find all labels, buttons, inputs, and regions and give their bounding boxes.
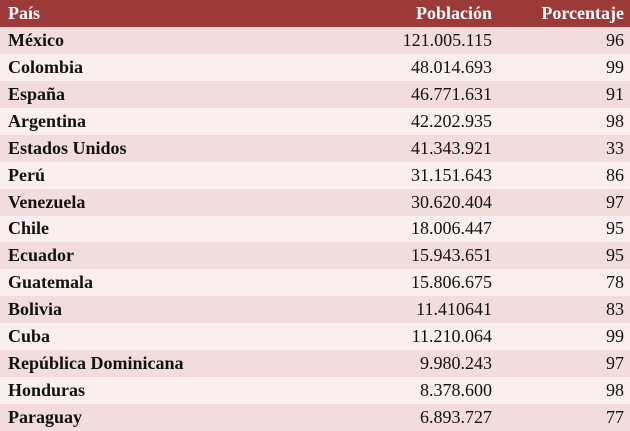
table-row: República Dominicana 9.980.243 97 [0, 350, 630, 378]
table-cell: España [8, 83, 66, 104]
table-row: Chile 18.006.447 95 [0, 215, 630, 243]
table-cell: 96 [606, 29, 624, 50]
table-cell: Ecuador [8, 245, 75, 266]
table-cell: 99 [606, 56, 624, 77]
table-cell: Paraguay [8, 407, 82, 428]
table-cell: Cuba [8, 326, 51, 347]
table-cell: 121.005.115 [402, 29, 492, 50]
table-cell: 11.210.064 [411, 326, 492, 347]
table-cell: Perú [8, 164, 45, 185]
table-cell: Chile [8, 218, 50, 239]
table-cell: Venezuela [8, 191, 86, 212]
header-cell: Porcentaje [541, 3, 624, 23]
table-cell: 98 [606, 110, 624, 131]
table-row: Paraguay 6.893.727 77 [0, 404, 630, 431]
table-row: Ecuador 15.943.651 95 [0, 242, 630, 270]
table-cell: 48.014.693 [411, 56, 492, 77]
table-row: España 46.771.631 91 [0, 80, 630, 108]
table-row: Guatemala 15.806.675 78 [0, 269, 630, 297]
table-cell: México [8, 29, 64, 50]
table-cell: 33 [606, 137, 624, 158]
table-cell: 95 [606, 245, 624, 266]
table-cell: 15.806.675 [411, 272, 492, 293]
table-cell: 18.006.447 [411, 218, 492, 239]
header-row: País Población Porcentaje [0, 0, 630, 27]
table-cell: República Dominicana [8, 353, 184, 374]
table-cell: 9.980.243 [420, 353, 492, 374]
table-cell: Colombia [8, 56, 84, 77]
table-cell: 99 [606, 326, 624, 347]
table-cell: 77 [606, 407, 624, 428]
table-row: Perú 31.151.643 86 [0, 161, 630, 189]
table-row: Estados Unidos 41.343.921 33 [0, 134, 630, 162]
table-cell: Honduras [8, 380, 86, 401]
table-cell: 95 [606, 218, 624, 239]
header-cell: Población [415, 3, 492, 23]
table-cell: 91 [606, 83, 624, 104]
table-row: Honduras 8.378.600 98 [0, 377, 630, 405]
table-cell: 15.943.651 [411, 245, 492, 266]
table-row: México 121.005.115 96 [0, 27, 630, 54]
table-row: Cuba 11.210.064 99 [0, 323, 630, 351]
table-cell: 97 [606, 353, 624, 374]
table-cell: 8.378.600 [420, 380, 492, 401]
table-cell: 83 [606, 299, 624, 320]
table-cell: 86 [606, 164, 624, 185]
table-cell: Argentina [8, 110, 86, 131]
table-cell: Estados Unidos [8, 137, 127, 158]
table-cell: 30.620.404 [411, 191, 492, 212]
table-row: Bolivia 11.410641 83 [0, 296, 630, 324]
table-cell: 6.893.727 [420, 407, 492, 428]
table-cell: 31.151.643 [411, 164, 492, 185]
table-row: Argentina 42.202.935 98 [0, 107, 630, 135]
table-cell: 41.343.921 [411, 137, 492, 158]
table-cell: 42.202.935 [411, 110, 492, 131]
table-cell: Guatemala [8, 272, 93, 293]
table-row: Colombia 48.014.693 99 [0, 53, 630, 81]
table-cell: 78 [606, 272, 624, 293]
table-cell: Bolivia [8, 299, 63, 320]
table-cell: 97 [606, 191, 624, 212]
table-cell: 11.410641 [416, 299, 492, 320]
header-cell: País [8, 3, 41, 23]
table-cell: 98 [606, 380, 624, 401]
table-row: Venezuela 30.620.404 97 [0, 188, 630, 216]
table-cell: 46.771.631 [411, 83, 492, 104]
